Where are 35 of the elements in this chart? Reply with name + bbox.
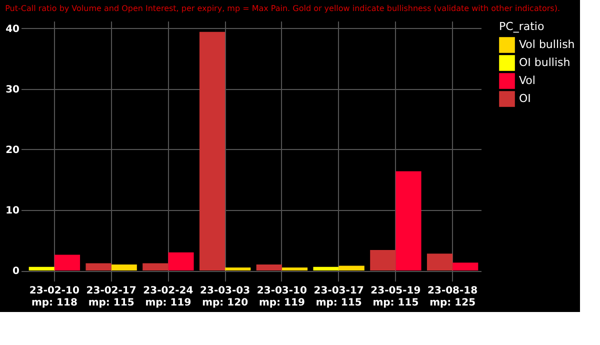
bar	[338, 266, 364, 271]
x-tick-label: 23-02-24 mp: 119	[143, 286, 194, 308]
legend-label: OI	[519, 92, 531, 105]
bar	[282, 268, 308, 271]
legend-title: PC_ratio	[499, 20, 544, 33]
bar	[86, 263, 112, 271]
bar	[256, 264, 282, 271]
bar	[313, 266, 339, 271]
y-tick-label: 10	[6, 205, 20, 216]
chart-subtitle: Put-Call ratio by Volume and Open Interest, per expiry, mp = Max Pain. Gold or yellow indicate bullishness (validate with other indicators).	[5, 4, 560, 13]
x-tick-label: 23-08-18 mp: 125	[428, 286, 478, 308]
x-tick-label: 23-03-10 mp: 119	[256, 286, 307, 308]
y-tick-label: 40	[6, 24, 20, 35]
y-tick-label: 20	[6, 144, 20, 156]
y-tick-label: 30	[6, 84, 20, 96]
bar	[225, 268, 251, 271]
x-tick-label: 23-02-10 mp: 118	[29, 286, 80, 308]
bar	[370, 250, 396, 271]
legend-label: Vol	[519, 74, 536, 87]
legend-label: OI bullish	[519, 56, 570, 69]
bar	[168, 252, 194, 271]
x-tick-label: 23-05-19 mp: 115	[370, 286, 421, 308]
bar	[396, 171, 422, 271]
x-tick-label: 23-03-17 mp: 115	[314, 286, 364, 308]
bar	[199, 32, 226, 271]
x-tick-label: 23-03-03 mp: 120	[200, 286, 250, 308]
bar	[54, 254, 80, 271]
x-tick-label: 23-02-17 mp: 115	[86, 286, 136, 308]
bar	[426, 254, 453, 271]
y-tick-label: 0	[12, 266, 20, 278]
bar	[452, 262, 478, 271]
bar	[28, 266, 54, 271]
legend-label: Vol bullish	[519, 38, 575, 51]
bar	[142, 263, 168, 271]
bar	[111, 264, 137, 271]
